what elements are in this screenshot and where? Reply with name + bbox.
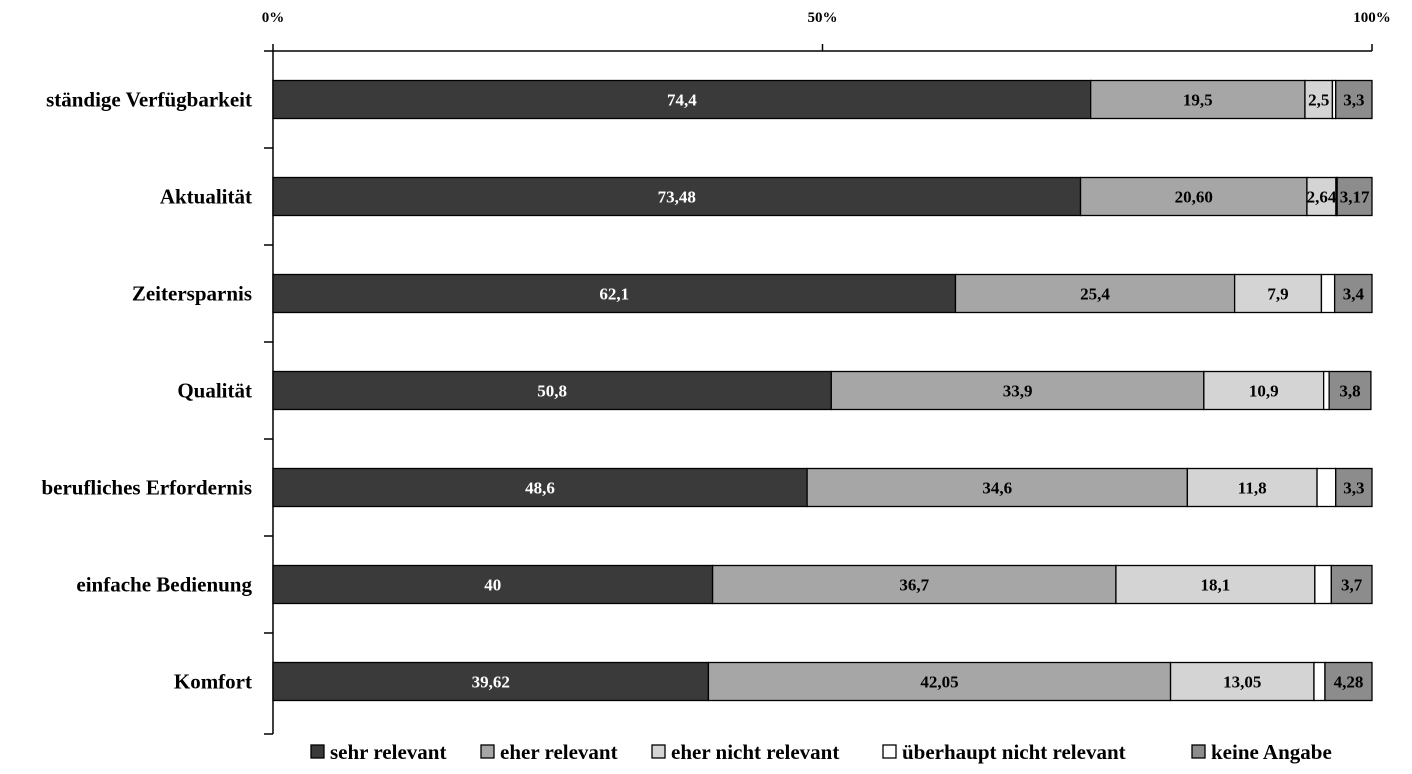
legend-swatch xyxy=(310,744,325,759)
bar-segment xyxy=(954,273,1236,314)
bar-value-label: 20,60 xyxy=(1175,188,1213,207)
bar-value-label: 3,3 xyxy=(1343,91,1364,110)
bar-segment xyxy=(806,467,1189,508)
bar-value-label: 48,6 xyxy=(525,479,555,498)
bar-value-label: 2,5 xyxy=(1308,91,1329,110)
bar-segment xyxy=(1313,661,1326,702)
legend-swatch xyxy=(882,744,897,759)
x-tick-label: 0% xyxy=(262,10,285,26)
bar-segment xyxy=(1115,564,1316,605)
category-label: berufliches Erfordernis xyxy=(41,476,252,500)
bar-value-label: 40 xyxy=(484,576,501,595)
bar-value-label: 18,1 xyxy=(1201,576,1231,595)
bar-value-label: 36,7 xyxy=(899,576,929,595)
bar-value-label: 3,7 xyxy=(1341,576,1363,595)
bar-segment xyxy=(1090,79,1306,120)
bar-value-label: 33,9 xyxy=(1003,382,1033,401)
bar-segment xyxy=(1322,370,1330,411)
axis-layer: 0% 50% 100% xyxy=(262,10,1391,735)
bar-segment xyxy=(1203,370,1325,411)
bar-value-label: 34,6 xyxy=(982,479,1012,498)
bar-value-label: 62,1 xyxy=(599,285,629,304)
bar-value-label: 3,17 xyxy=(1340,188,1370,207)
bar-value-label: 74,4 xyxy=(667,91,697,110)
bar-value-label: 3,4 xyxy=(1343,285,1365,304)
legend-label: sehr relevant xyxy=(330,740,446,764)
legend-swatch xyxy=(480,744,495,759)
bar-value-label: 73,48 xyxy=(658,188,696,207)
legend-swatch xyxy=(651,744,666,759)
bar-segment xyxy=(1169,661,1315,702)
bar-segment xyxy=(1335,467,1373,508)
category-labels: ständige Verfügbarkeit Aktualität Zeitersp… xyxy=(41,88,252,694)
bar-value-label: 50,8 xyxy=(537,382,567,401)
bar-value-label: 2,64 xyxy=(1307,188,1337,207)
legend-label: eher nicht relevant xyxy=(671,740,839,764)
bar-value-label: 25,4 xyxy=(1080,285,1110,304)
bar-value-label: 13,05 xyxy=(1223,673,1261,692)
legend-label: überhaupt nicht relevant xyxy=(902,740,1126,764)
bar-segment xyxy=(1314,564,1332,605)
bar-segment xyxy=(1336,176,1373,217)
bar-segment xyxy=(1335,79,1373,120)
x-tick-label: 100% xyxy=(1353,10,1391,26)
bar-segment xyxy=(1333,273,1373,314)
bar-segment xyxy=(1324,661,1373,702)
bar-segment xyxy=(711,564,1117,605)
bars-layer: 74,4 19,5 2,5 3,3 73,48 20,60 2,64 3,17 62,1 25,4… xyxy=(272,79,1373,702)
category-label: Aktualität xyxy=(160,185,252,209)
x-tick-label: 50% xyxy=(808,10,838,26)
category-label: ständige Verfügbarkeit xyxy=(46,88,252,112)
bar-segment xyxy=(272,564,714,605)
legend-swatch xyxy=(1191,744,1206,759)
bar-segment xyxy=(272,467,808,508)
legend-label: eher relevant xyxy=(500,740,618,764)
bar-value-label: 39,62 xyxy=(472,673,510,692)
bar-value-label: 4,28 xyxy=(1334,673,1364,692)
bar-segment xyxy=(272,273,957,314)
bar-value-label: 10,9 xyxy=(1249,382,1279,401)
bar-segment xyxy=(272,176,1082,217)
bar-segment xyxy=(707,661,1172,702)
category-label: Komfort xyxy=(174,670,252,694)
category-label: Qualität xyxy=(177,379,252,403)
bar-value-label: 42,05 xyxy=(920,673,958,692)
category-label: Zeitersparnis xyxy=(132,282,252,306)
bar-value-label: 19,5 xyxy=(1183,91,1213,110)
bar-value-label: 3,3 xyxy=(1343,479,1364,498)
bar-segment xyxy=(1320,273,1336,314)
bar-value-label: 7,9 xyxy=(1267,285,1288,304)
bar-value-label: 3,8 xyxy=(1339,382,1360,401)
legend-label: keine Angabe xyxy=(1211,740,1332,764)
bar-segment xyxy=(272,661,710,702)
bar-segment xyxy=(830,370,1205,411)
bar-segment xyxy=(1328,370,1372,411)
category-label: einfache Bedienung xyxy=(76,573,252,597)
bar-segment xyxy=(1316,467,1337,508)
legend: sehr relevant eher relevant eher nicht rel… xyxy=(310,740,1332,764)
bar-value-label: 11,8 xyxy=(1238,479,1267,498)
bar-segment xyxy=(1306,176,1337,217)
bar-segment xyxy=(1330,564,1373,605)
